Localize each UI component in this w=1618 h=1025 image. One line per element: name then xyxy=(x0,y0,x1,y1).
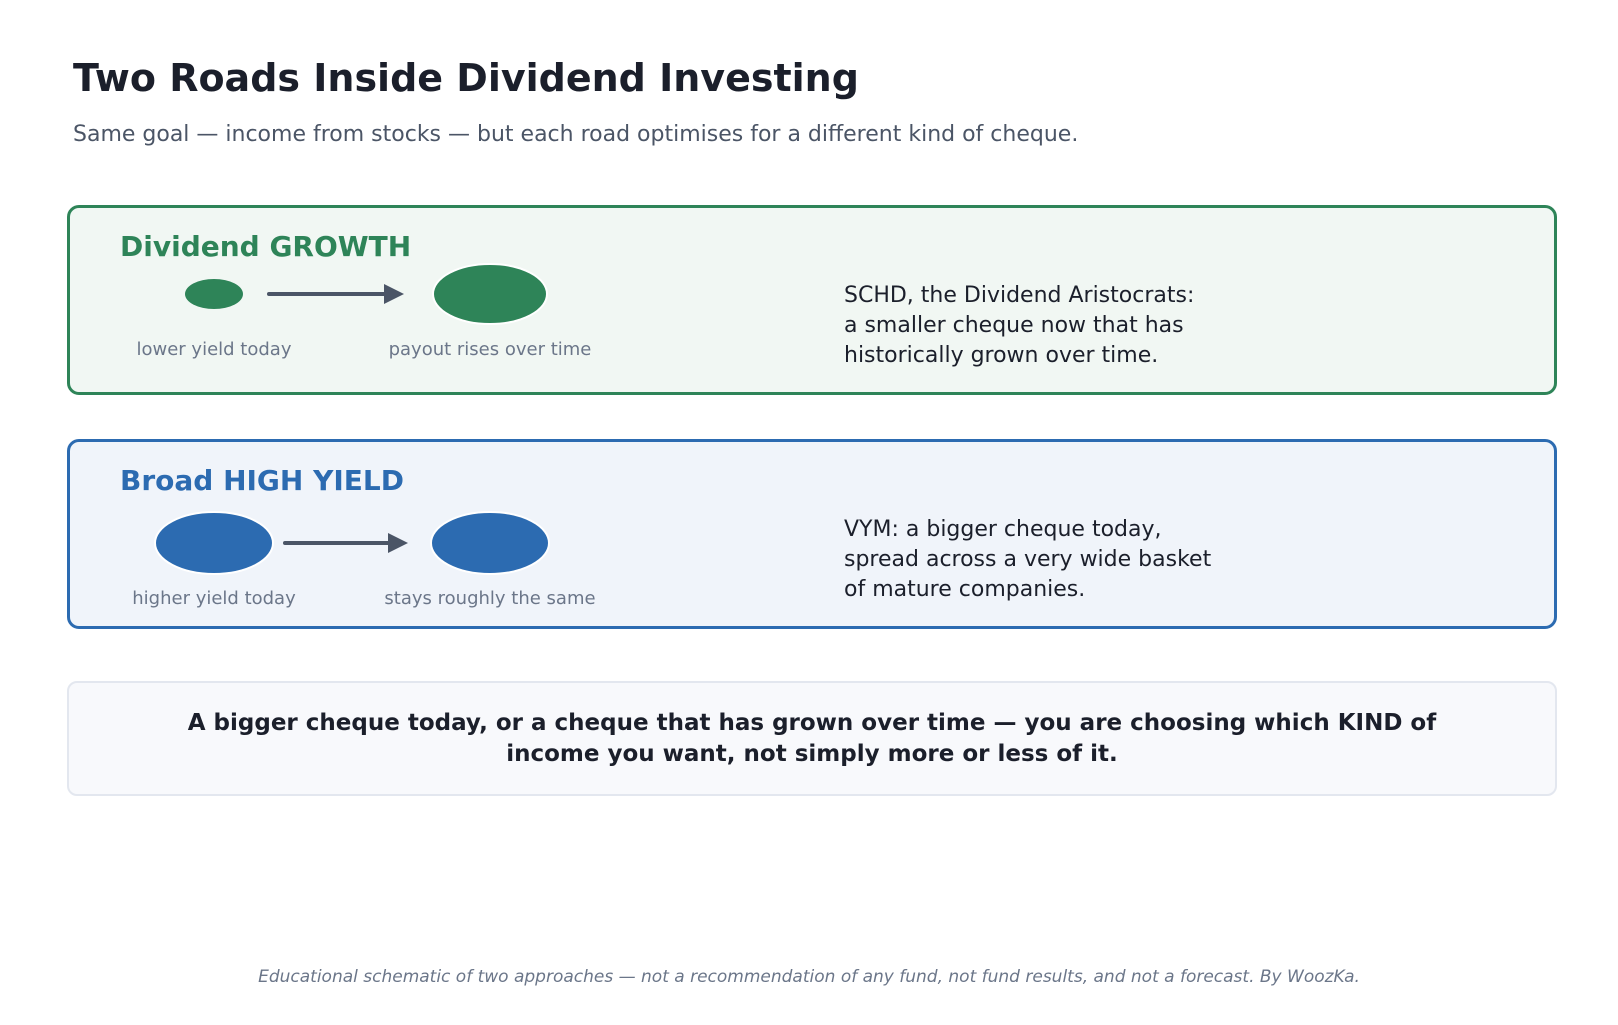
panel-heading: Broad HIGH YIELD xyxy=(120,464,404,497)
yield-arrow-head xyxy=(388,533,408,553)
growth-arrow-head xyxy=(384,284,404,304)
takeaway-box: A bigger cheque today, or a cheque that … xyxy=(67,681,1557,796)
growth-diagram xyxy=(185,263,548,325)
description-line: of mature companies. xyxy=(844,577,1086,602)
end-caption: stays roughly the same xyxy=(384,588,596,609)
panel-description: SCHD, the Dividend Aristocrats: a smalle… xyxy=(844,281,1194,371)
description-line: SCHD, the Dividend Aristocrats: xyxy=(844,283,1195,308)
end-caption: payout rises over time xyxy=(388,339,592,360)
same-cheque-circle xyxy=(430,511,550,575)
large-cheque-circle xyxy=(432,263,548,325)
description-line: spread across a very wide basket xyxy=(844,547,1212,572)
description-line: a smaller cheque now that has xyxy=(844,313,1184,338)
description-line: VYM: a bigger cheque today, xyxy=(844,517,1162,542)
small-cheque-circle xyxy=(185,279,243,309)
description-line: historically grown over time. xyxy=(844,343,1159,368)
takeaway-line: A bigger cheque today, or a cheque that … xyxy=(187,709,1437,736)
footer-note: Educational schematic of two approaches … xyxy=(258,967,1360,987)
broad-high-yield-panel: Broad HIGH YIELD higher yield today stay… xyxy=(67,439,1557,629)
panel-heading: Dividend GROWTH xyxy=(120,230,412,263)
page-subtitle: Same goal — income from stocks — but eac… xyxy=(73,122,1079,147)
start-caption: higher yield today xyxy=(132,588,296,609)
start-caption: lower yield today xyxy=(136,339,292,360)
large-cheque-circle xyxy=(154,511,274,575)
takeaway-line: income you want, not simply more or less… xyxy=(506,740,1118,767)
yield-diagram xyxy=(154,511,550,575)
dividend-growth-panel: Dividend GROWTH lower yield today payout… xyxy=(67,205,1557,395)
page-title: Two Roads Inside Dividend Investing xyxy=(73,56,859,100)
panel-description: VYM: a bigger cheque today, spread acros… xyxy=(844,515,1211,605)
